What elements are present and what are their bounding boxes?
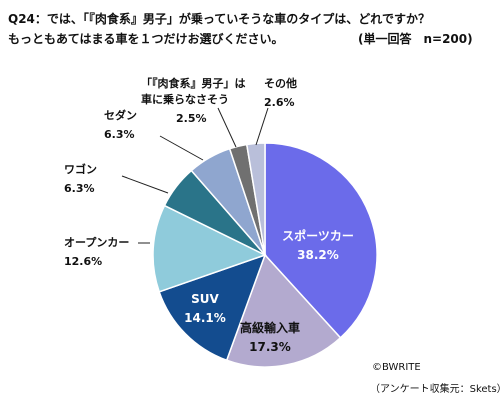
leader-line — [255, 107, 269, 146]
slice-value-label: 2.5% — [176, 112, 207, 125]
pie-slice — [264, 142, 378, 339]
sample-note: (単一回答 n=200) — [358, 32, 473, 46]
slice-value-label: 17.3% — [249, 340, 291, 354]
leader-lines — [121, 107, 269, 244]
question-title: Q24：では、「『肉食系』男子」が乗っていそうな車のタイプは、どれですか？ — [8, 12, 430, 26]
slice-value-label: 2.6% — [264, 96, 295, 109]
leader-line — [159, 135, 204, 161]
slice-label: ワゴン — [64, 162, 97, 176]
slice-label: 高級輸入車 — [240, 320, 300, 335]
question-subtitle: もっともあてはまる車を１つだけお選びください。 — [8, 32, 284, 46]
slice-value-label: 6.3% — [64, 182, 95, 195]
copyright-text: ©BWRITE — [372, 362, 421, 373]
slice-label: SUV — [191, 292, 219, 306]
slice-labels: スポーツカー 38.2% 高級輸入車 17.3% SUV 14.1% オープンカー 12.6%… — [64, 76, 354, 354]
pie-slice — [152, 204, 267, 293]
slice-value-label: 6.3% — [104, 128, 135, 141]
slice-label: スポーツカー — [282, 228, 354, 243]
pie-slice — [245, 142, 266, 256]
pie-slices — [152, 142, 378, 368]
source-text: （アンケート収集元：Skets） — [370, 384, 500, 395]
pie-slice — [158, 253, 267, 362]
slice-label: オープンカー — [64, 235, 129, 249]
slice-value-label: 14.1% — [184, 311, 226, 325]
leader-line — [121, 175, 169, 194]
slice-value-label: 38.2% — [297, 248, 339, 262]
slice-value-label: 12.6% — [64, 255, 102, 268]
slice-label: セダン — [104, 108, 137, 122]
slice-label: その他 — [264, 76, 297, 90]
slice-label: 「『肉食系』男子」は車に乗らなさそう — [141, 76, 246, 106]
leader-line — [217, 107, 237, 148]
